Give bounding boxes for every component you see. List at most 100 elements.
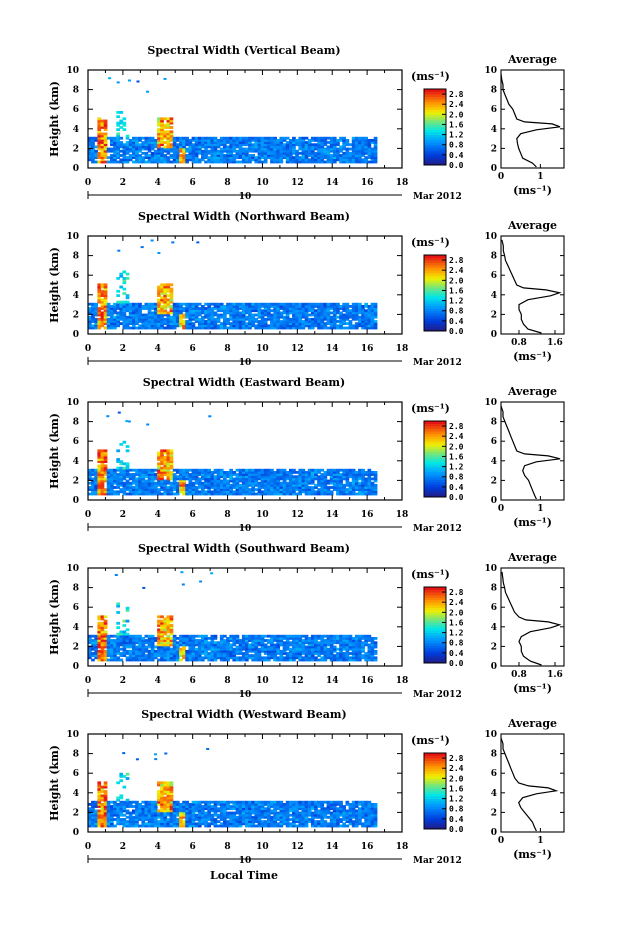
heatmap-cell — [285, 160, 290, 164]
heatmap-cell — [116, 458, 120, 461]
heatmap-cell — [113, 317, 117, 321]
heatmap-cell — [317, 488, 321, 491]
colorbar-segment — [424, 262, 446, 266]
heatmap-cell — [254, 652, 259, 655]
heatmap-cell — [138, 145, 142, 149]
heatmap-cell — [150, 477, 155, 481]
heatmap-cell — [138, 639, 142, 642]
heatmap-cell — [282, 320, 287, 323]
heatmap-cell — [138, 307, 142, 310]
heatmap-cell — [223, 320, 227, 323]
heatmap-cell — [289, 160, 293, 164]
x-tick-label: 12 — [291, 344, 304, 354]
heatmap-cell — [301, 143, 306, 147]
heatmap-cell — [179, 490, 183, 494]
heatmap-cell — [257, 477, 262, 481]
heatmap-cell — [147, 486, 152, 489]
heatmap-cell — [273, 481, 277, 485]
heatmap-cell — [282, 649, 287, 653]
heatmap-cell — [351, 147, 356, 151]
heatmap-cell — [194, 158, 199, 162]
heatmap-cell — [160, 460, 164, 463]
heatmap-cell — [323, 477, 328, 481]
heatmap-cell — [122, 468, 127, 472]
heatmap-cell — [354, 652, 359, 655]
heatmap-cell — [295, 311, 299, 315]
heatmap-cell — [116, 160, 120, 164]
heatmap-cell — [285, 488, 290, 491]
heatmap-cell — [166, 313, 171, 317]
heatmap-cell — [179, 483, 183, 487]
heatmap-cell — [182, 313, 186, 317]
heatmap-cell — [317, 471, 321, 474]
heatmap-cell — [267, 324, 271, 328]
average-y-tick-label: 10 — [484, 66, 497, 76]
heatmap-cell — [307, 481, 312, 485]
heatmap-cell — [201, 481, 205, 485]
heatmap-cell — [223, 647, 227, 651]
heatmap-cell — [304, 490, 309, 494]
heatmap-cell — [326, 492, 331, 496]
heatmap-cell — [210, 141, 215, 144]
heatmap-cell — [273, 483, 277, 487]
heatmap-cell — [97, 637, 102, 640]
colorbar-segment — [424, 622, 446, 626]
heatmap-cell — [251, 320, 255, 323]
heatmap-cell — [314, 154, 318, 157]
heatmap-cell — [298, 315, 303, 319]
heatmap-cell — [144, 475, 149, 479]
heatmap-cell — [223, 475, 227, 479]
heatmap-cell — [226, 139, 230, 142]
heatmap-cell — [317, 634, 321, 638]
heatmap-cell — [110, 160, 114, 164]
heatmap-cell — [175, 151, 180, 155]
heatmap-cell — [210, 326, 215, 330]
heatmap-cell — [238, 136, 243, 140]
heatmap-cell — [94, 320, 98, 323]
heatmap-cell — [289, 158, 293, 162]
heatmap-cell — [370, 317, 375, 321]
heatmap-cell — [329, 645, 334, 649]
heatmap-cell — [267, 654, 271, 657]
heatmap-cell — [157, 471, 161, 474]
heatmap-cell — [169, 130, 174, 134]
heatmap-cell — [320, 158, 325, 162]
heatmap-cell — [314, 324, 318, 328]
heatmap-cell — [301, 634, 306, 638]
x-tick-label: 2 — [120, 178, 126, 188]
heatmap-cell — [185, 468, 189, 472]
heatmap-cell — [373, 324, 378, 328]
heatmap-cell — [219, 468, 224, 472]
heatmap-cell — [144, 468, 149, 472]
heatmap-cell — [270, 475, 274, 479]
heatmap-cell — [153, 324, 158, 328]
heatmap-cell — [88, 311, 92, 315]
colorbar-segment — [424, 308, 446, 312]
heatmap-cell — [282, 139, 287, 142]
heatmap-cell — [166, 643, 171, 647]
heatmap-cell — [160, 147, 164, 151]
heatmap-cell — [226, 658, 230, 662]
heatmap-cell — [367, 305, 372, 308]
heatmap-cell — [276, 483, 281, 487]
heatmap-cell — [191, 145, 196, 149]
x-tick-label: 8 — [224, 178, 230, 188]
heatmap-cell — [88, 641, 92, 645]
heatmap-cell — [235, 652, 240, 655]
heatmap-cell — [314, 637, 318, 640]
heatmap-cell — [119, 305, 124, 308]
heatmap-cell — [279, 313, 284, 317]
heatmap-cell — [273, 475, 277, 479]
heatmap-cell — [179, 322, 183, 325]
heatmap-cell — [125, 639, 130, 642]
heatmap-cell — [100, 809, 105, 813]
heatmap-cell — [232, 320, 237, 323]
heatmap-cell — [153, 158, 158, 162]
heatmap-cell — [367, 309, 372, 313]
heatmap-cell — [257, 652, 262, 655]
heatmap-cell — [204, 652, 208, 655]
heatmap-cell — [116, 149, 120, 153]
heatmap-cell — [317, 160, 321, 164]
heatmap-cell — [370, 486, 375, 489]
heatmap-cell — [241, 473, 246, 476]
